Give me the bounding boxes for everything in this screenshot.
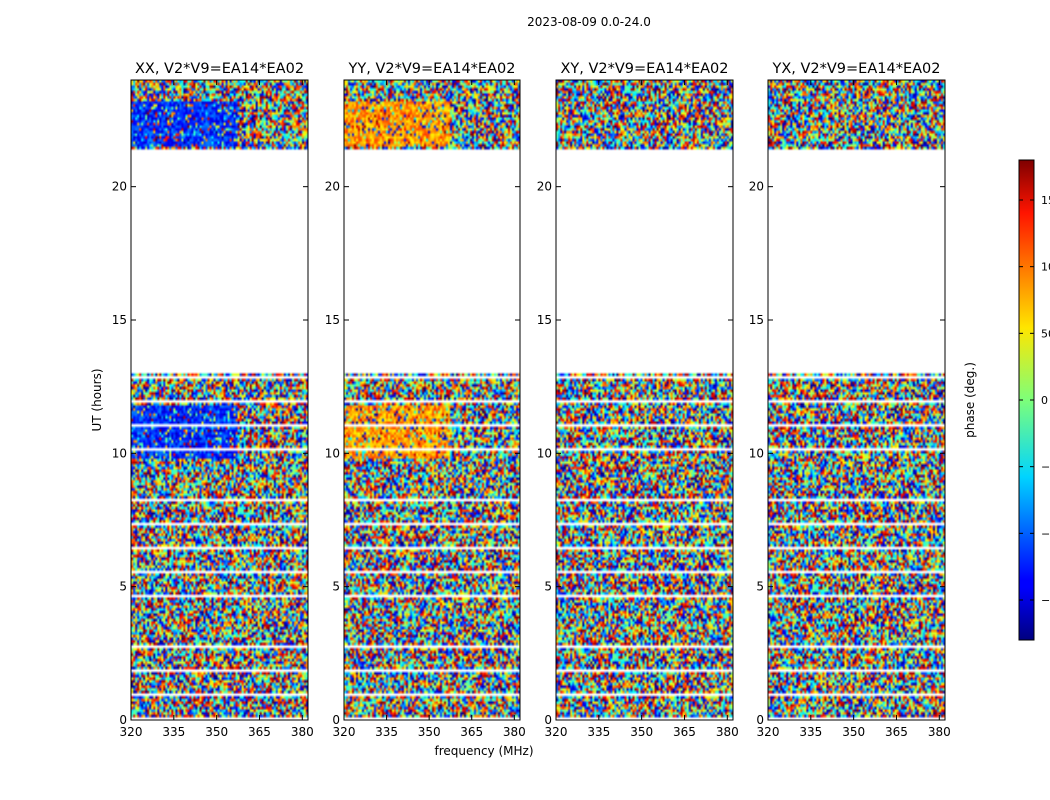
colorbar-tick-label: 100: [1041, 261, 1050, 274]
x-tick-label: 380: [928, 725, 951, 739]
colorbar-tick-label: 0: [1041, 394, 1048, 407]
colorbar-label: phase (deg.): [963, 362, 977, 438]
panel-title-4: YX, V2*V9=EA14*EA02: [771, 61, 940, 77]
x-tick-label: 380: [291, 725, 314, 739]
x-tick-label: 365: [885, 725, 908, 739]
waterfall-image-4: [768, 80, 945, 720]
x-tick-label: 320: [120, 725, 143, 739]
y-tick-label: 0: [756, 713, 764, 727]
x-axis-label: frequency (MHz): [434, 744, 533, 758]
y-tick-label: 0: [544, 713, 552, 727]
y-tick-label: 15: [112, 313, 127, 327]
figure-suptitle: 2023-08-09 0.0-24.0: [527, 15, 651, 29]
y-tick-label: 20: [325, 180, 340, 194]
x-tick-label: 350: [418, 725, 441, 739]
colorbar-tick-label: − 100: [1041, 527, 1050, 540]
panel-title-2: YY, V2*V9=EA14*EA02: [348, 61, 516, 77]
x-tick-label: 335: [162, 725, 185, 739]
x-tick-label: 320: [757, 725, 780, 739]
panel-frame-2: [343, 79, 521, 721]
x-tick-label: 365: [248, 725, 271, 739]
panel-frame-3: [555, 79, 734, 721]
x-tick-label: 380: [503, 725, 526, 739]
y-tick-label: 5: [756, 580, 764, 594]
x-tick-label: 320: [545, 725, 568, 739]
panel-2: YY, V2*V9=EA14*EA02 320 335 350 365 380 0 5 10 15…: [325, 61, 526, 739]
x-tick-label: 320: [333, 725, 356, 739]
y-tick-label: 5: [544, 580, 552, 594]
panel-3: XY, V2*V9=EA14*EA02 320 335 350 365 380 0 5 10 15…: [537, 61, 739, 739]
y-tick-label: 15: [537, 313, 552, 327]
x-tick-label: 350: [842, 725, 865, 739]
y-tick-label: 0: [119, 713, 127, 727]
panel-frame-4: [767, 79, 946, 721]
waterfall-image-1: [131, 80, 308, 720]
colorbar-tick-label: 50: [1041, 327, 1050, 340]
x-tick-label: 365: [673, 725, 696, 739]
panel-title-3: XY, V2*V9=EA14*EA02: [560, 61, 728, 77]
panel-1: XX, V2*V9=EA14*EA02 320 335 350 365 380 0 5 10 15…: [112, 61, 314, 739]
x-tick-label: 350: [630, 725, 653, 739]
y-tick-label: 15: [749, 313, 764, 327]
panel-frame-1: [130, 79, 309, 721]
colorbar-tick-label: 150: [1041, 194, 1050, 207]
y-tick-label: 5: [332, 580, 340, 594]
x-tick-label: 335: [799, 725, 822, 739]
waterfall-image-2: [344, 80, 520, 720]
x-tick-label: 335: [587, 725, 610, 739]
y-tick-label: 15: [325, 313, 340, 327]
y-tick-label: 10: [537, 446, 552, 460]
x-tick-label: 350: [205, 725, 228, 739]
y-tick-label: 20: [112, 180, 127, 194]
y-tick-label: 20: [749, 180, 764, 194]
panel-title-1: XX, V2*V9=EA14*EA02: [135, 61, 304, 77]
x-tick-label: 380: [716, 725, 739, 739]
colorbar-tick-label: − 150: [1041, 594, 1050, 607]
colorbar: phase (deg.) 150 100 50 0 − 50 − 100 − 150: [963, 159, 1050, 641]
y-tick-label: 10: [749, 446, 764, 460]
y-tick-label: 10: [325, 446, 340, 460]
panels-group: XX, V2*V9=EA14*EA02 320 335 350 365 380 0 5 10 15…: [112, 61, 951, 739]
y-axis-label: UT (hours): [90, 368, 104, 431]
y-tick-label: 20: [537, 180, 552, 194]
x-tick-label: 335: [375, 725, 398, 739]
waterfall-image-3: [556, 80, 733, 720]
x-tick-label: 365: [460, 725, 483, 739]
y-tick-label: 5: [119, 580, 127, 594]
colorbar-tick-label: − 50: [1041, 461, 1050, 474]
y-tick-label: 0: [332, 713, 340, 727]
panel-4: YX, V2*V9=EA14*EA02 320 335 350 365 380 0 5 10 15…: [749, 61, 951, 739]
y-tick-label: 10: [112, 446, 127, 460]
